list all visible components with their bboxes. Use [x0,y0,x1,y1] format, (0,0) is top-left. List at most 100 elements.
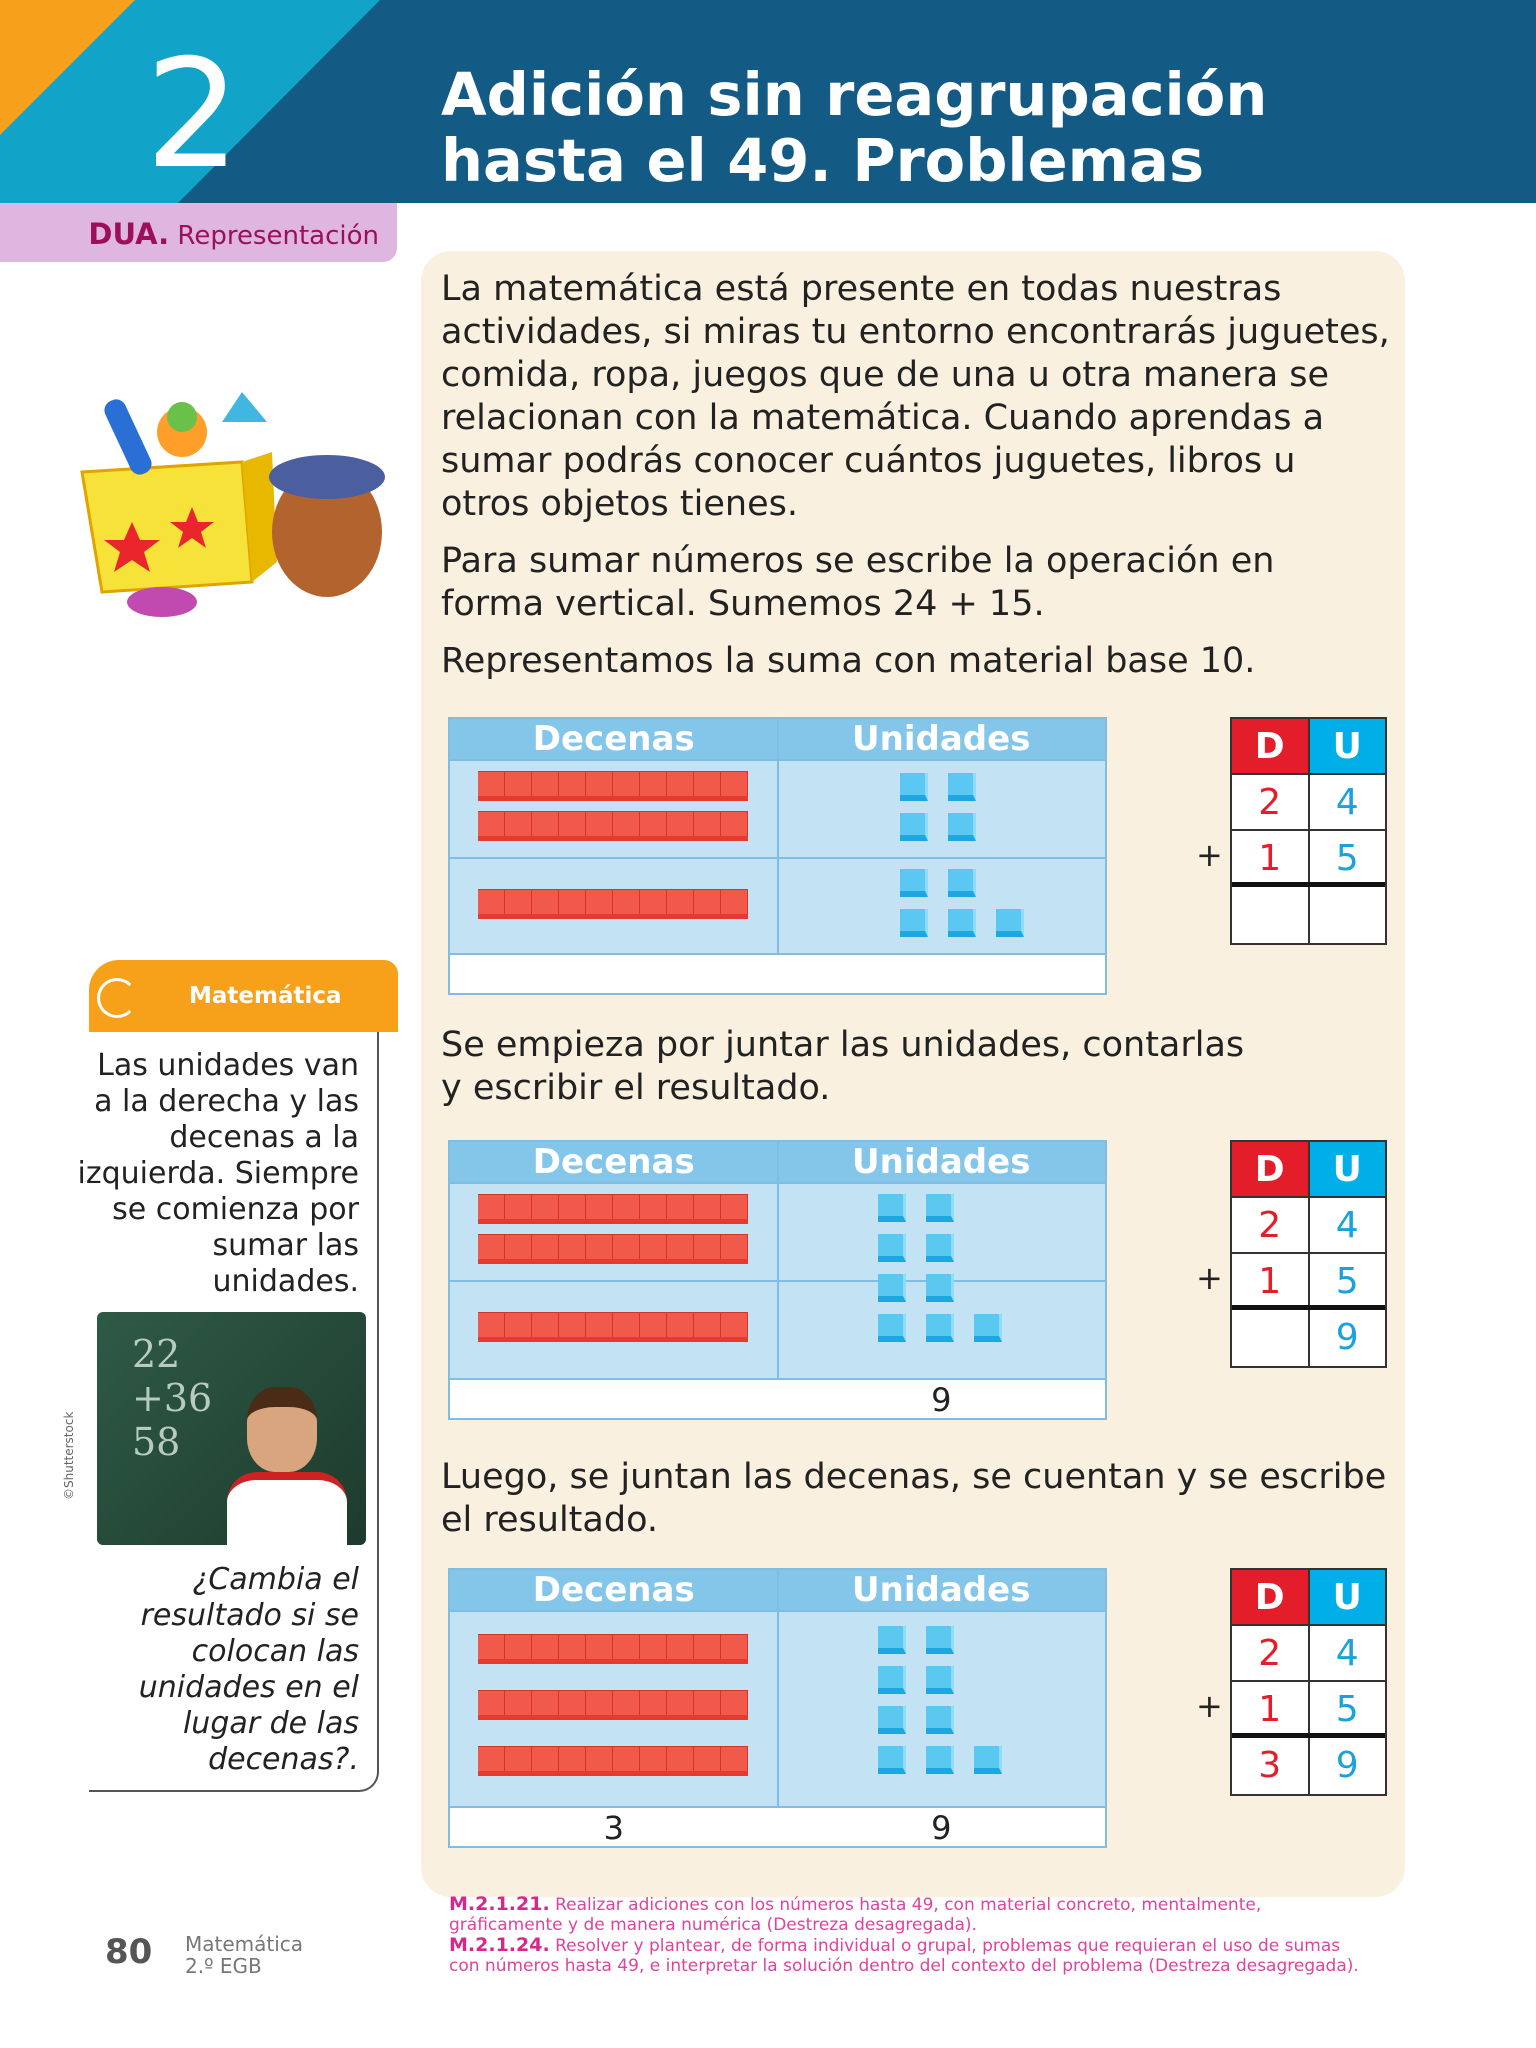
unit-cube [948,813,976,841]
unit-cube [948,869,976,897]
text-line: Las unidades van [97,1048,359,1083]
skills-list: M.2.1.21. Realizar adiciones con los núm… [449,1894,1369,1976]
du-cell: 1 [1232,1254,1310,1305]
ten-rod [478,1234,748,1264]
ten-rod [478,1312,748,1342]
skill-item: M.2.1.24. Resolver y plantear, de forma … [449,1934,1359,1976]
tens-header: Decenas [450,719,778,759]
unit-cube [926,1626,954,1654]
text-line: resultado si se [140,1598,359,1633]
divider [450,1280,1105,1282]
unit-cube [900,813,928,841]
text-line: sumar podrás conocer cuántos juguetes, l… [441,441,1296,481]
tens-result: 3 [603,1809,624,1847]
dua-text: Representación [177,221,379,251]
units-header: Unidades [777,1570,1105,1610]
text-line: izquierda. Siempre [77,1156,359,1191]
title-line: hasta el 49. Problemas [441,126,1205,195]
du-row [1232,887,1385,943]
unit-cube [926,1274,954,1302]
chapter-number: 2 [145,28,241,202]
unit-cube [974,1746,1002,1774]
result-row [450,953,1105,993]
ten-rod [478,1746,748,1776]
note-icon [97,978,137,1018]
chapter-header [0,0,1536,203]
chalk-text: 22 +36 58 [132,1332,213,1464]
photo-credit: ©Shutterstock [62,1411,76,1500]
ten-rod [478,1690,748,1720]
ten-rod [478,1634,748,1664]
units-header: Unidades [777,719,1105,759]
unit-cube [948,773,976,801]
du-cell: U [1309,719,1385,773]
note-tab-label: Matemática [189,983,342,1009]
toy-box-illustration [80,392,385,617]
text-line: Se empieza por juntar las unidades, cont… [441,1025,1245,1065]
unit-cube [974,1314,1002,1342]
note-box-border [89,1032,379,1792]
units-result: 9 [931,1381,952,1419]
unit-cube [878,1706,906,1734]
du-row: 9 [1232,1310,1385,1366]
du-cell: 3 [1232,1738,1310,1794]
du-cell: 9 [1335,1317,1359,1358]
text-line: se comienza por [112,1192,359,1227]
text-line: comida, ropa, juegos que de una u otra m… [441,355,1330,395]
unit-cube [878,1626,906,1654]
unit-cube [878,1314,906,1342]
du-cell: 4 [1335,1633,1359,1674]
du-cell: 2 [1232,775,1310,829]
book-info: Matemática 2.º EGB [185,1932,304,1978]
page-title: Adición sin reagrupación hasta el 49. Pro… [441,62,1267,194]
du-cell: 5 [1335,1261,1359,1302]
du-cell: D [1232,1142,1310,1196]
du-cell: U [1309,1142,1385,1196]
du-cell [1232,887,1310,943]
text-line: lugar de las [182,1706,359,1741]
unit-cube [878,1274,906,1302]
units-header: Unidades [777,1142,1105,1182]
divider [777,1570,779,1846]
unit-cube [878,1666,906,1694]
unit-cube [926,1746,954,1774]
du-cell [1310,887,1386,943]
unit-cube [878,1194,906,1222]
du-cell [1232,1310,1310,1366]
unit-cube [926,1234,954,1262]
plus-sign: + [1196,1259,1223,1297]
text-line: el resultado. [441,1500,658,1540]
plus-sign: + [1196,836,1223,874]
du-cell: 4 [1335,1205,1359,1246]
text-line: forma vertical. Sumemos 24 + 15. [441,584,1045,624]
text-line: Para sumar números se escribe la operaci… [441,541,1275,581]
dua-label: DUA. [88,217,170,251]
du-cell: 1 [1232,831,1310,882]
text-line: unidades en el [138,1670,359,1705]
text-line: decenas a la [169,1120,359,1155]
ten-rod [478,811,748,841]
title-line: Adición sin reagrupación [441,60,1268,129]
text-line: Luego, se juntan las decenas, se cuentan… [441,1457,1387,1497]
text-line: Representamos la suma con material base … [441,641,1256,681]
text-line: actividades, si miras tu entorno encontr… [441,312,1390,352]
unit-cube [900,773,928,801]
text-line: a la derecha y las [94,1084,359,1119]
math-note-tab: Matemática [89,960,398,1032]
divider [450,1610,1105,1612]
unit-cube [948,909,976,937]
unit-cube [878,1234,906,1262]
text-line: y escribir el resultado. [441,1068,831,1108]
du-cell: D [1232,719,1310,773]
du-cell: 4 [1335,782,1359,823]
base10-table: Decenas Unidades 3 9 [448,1568,1107,1848]
du-cell: 2 [1232,1626,1310,1680]
text-line: relacionan con la matemática. Cuando apr… [441,398,1325,438]
